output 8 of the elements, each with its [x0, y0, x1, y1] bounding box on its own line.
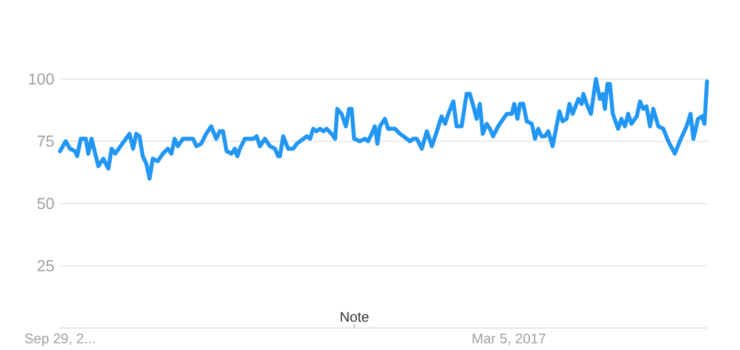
x-tick-label: Mar 5, 2017 — [472, 334, 546, 346]
y-tick-label: 75 — [38, 136, 54, 147]
x-tick-label: Sep 29, 2... — [24, 334, 94, 346]
y-tick-label: 25 — [38, 260, 54, 272]
y-tick-label: 100 — [29, 73, 54, 85]
annotation: Note — [340, 312, 368, 322]
line-series — [58, 76, 710, 181]
y-tick-label: 50 — [37, 198, 54, 210]
